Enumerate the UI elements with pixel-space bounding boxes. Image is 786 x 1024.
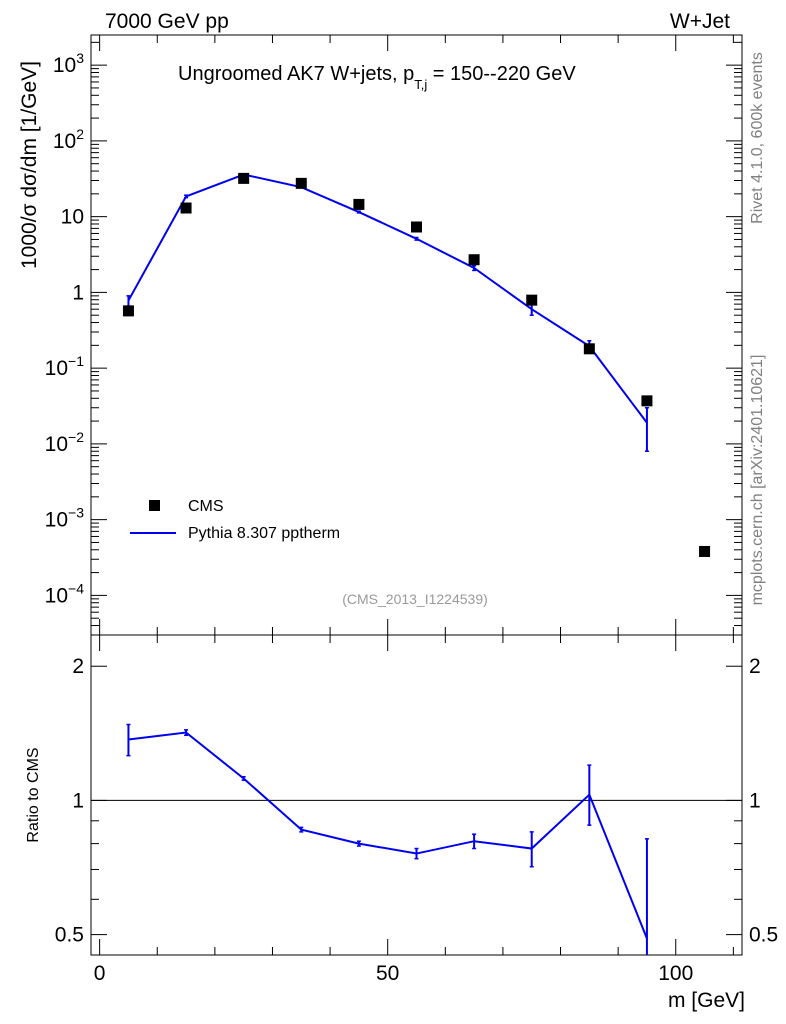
main-y-tick-label: 10−3 [45,505,85,532]
ratio-data-marks [126,723,649,955]
cms-data-point [641,395,653,407]
legend-cms-label: CMS [188,498,224,515]
main-y-axis-label: 1000/σ dσ/dm [1/GeV] [18,61,41,269]
legend: CMS Pythia 8.307 pptherm [130,498,340,542]
main-y-tick-label: 1 [72,281,84,304]
plot-title-main: Ungroomed AK7 W+jets, p [178,63,414,85]
cms-data-point [295,177,307,189]
ratio-y-tick-label: 1 [72,789,84,812]
legend-pythia-label: Pythia 8.307 pptherm [188,525,340,542]
plot-title: Ungroomed AK7 W+jets, pT,j = 150--220 Ge… [178,63,576,92]
ratio-plot-panel: 0 50 100 0.5 0.5 1 1 2 2 Ratio to CMS m [GeV] [25,634,778,1012]
main-data-marks [122,172,711,557]
ratio-y-tick-label: 2 [72,655,84,678]
x-axis-label: m [GeV] [668,989,745,1012]
plot-title-rest: = 150--220 GeV [427,63,576,85]
analysis-id-label: (CMS_2013_I1224539) [342,591,488,607]
ratio-plot-frame [90,634,743,956]
ratio-y-tick-label-right: 0.5 [749,924,778,947]
rivet-version-label: Rivet 4.1.0, 600k events [749,52,766,224]
ratio-y-axis-label: Ratio to CMS [25,747,42,842]
header-process-label: W+Jet [670,10,730,33]
plot-title-subscript: T,j [414,77,427,92]
cms-data-point [411,221,422,233]
cms-data-point [526,294,538,306]
cms-data-point [353,198,365,210]
cms-data-point [583,343,595,355]
cms-data-point [468,254,480,266]
mcplots-label: mcplots.cern.ch [arXiv:2401.10621] [749,355,766,606]
main-y-tick-label: 102 [53,126,84,153]
cms-data-point [699,545,711,557]
main-y-tick-label: 10−1 [45,353,85,380]
cms-data-point [238,172,250,184]
ratio-axes: 0 50 100 0.5 0.5 1 1 2 2 [55,635,778,985]
x-tick-label: 50 [376,962,399,985]
pythia-line [127,173,648,424]
ratio-y-tick-label: 0.5 [55,924,84,947]
legend-cms-marker [149,500,160,511]
x-tick-label: 0 [94,962,106,985]
cms-data-point [180,202,192,214]
main-y-tick-label: 10−4 [45,580,85,607]
main-plot-frame [90,34,743,636]
main-y-tick-label: 103 [53,50,84,77]
header-energy-label: 7000 GeV pp [105,10,229,33]
ratio-y-tick-label-right: 2 [749,655,761,678]
main-y-tick-label: 10 [61,206,84,229]
main-y-tick-label: 10−2 [45,429,85,456]
x-tick-label: 100 [658,962,693,985]
ratio-line [128,731,648,939]
ratio-y-tick-label-right: 1 [749,789,761,812]
cms-data-point [122,305,134,317]
